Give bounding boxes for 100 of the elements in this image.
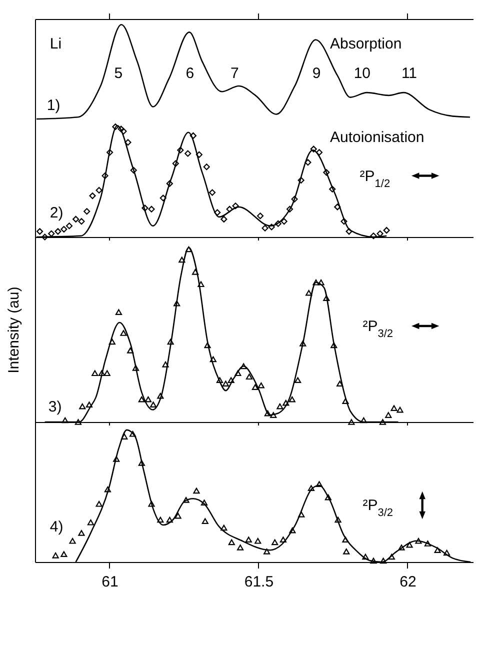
point: [106, 149, 114, 156]
point: [342, 536, 349, 542]
point: [172, 160, 179, 167]
point: [316, 149, 323, 156]
point: [380, 558, 387, 564]
point: [112, 124, 119, 130]
point: [185, 246, 192, 252]
point: [193, 488, 200, 494]
point: [160, 194, 166, 202]
point: [237, 544, 244, 550]
x-tick-label: 61: [102, 574, 118, 590]
point: [270, 412, 277, 418]
point: [113, 456, 120, 462]
point: [379, 419, 386, 425]
point: [316, 481, 323, 487]
point: [385, 412, 392, 418]
point: [424, 540, 431, 546]
point: [245, 536, 252, 542]
point: [376, 230, 384, 237]
annotation: 7: [230, 64, 239, 82]
point: [84, 208, 90, 215]
point: [415, 538, 422, 544]
point: [79, 403, 86, 410]
y-axis-title: Intensity (au): [6, 286, 22, 374]
point: [127, 348, 134, 354]
point: [203, 164, 210, 170]
annotation: Absorption: [330, 36, 402, 53]
point: [336, 380, 344, 387]
point: [220, 216, 228, 222]
point: [157, 392, 164, 399]
point: [282, 400, 290, 406]
point: [124, 139, 132, 146]
point: [210, 356, 216, 362]
point: [52, 552, 59, 558]
point: [184, 150, 192, 157]
point: [228, 539, 235, 546]
point: [312, 279, 320, 286]
point: [329, 186, 336, 192]
point: [254, 538, 262, 544]
x-tick-label: 61.5: [244, 574, 274, 590]
annotation: Li: [50, 36, 62, 53]
point: [138, 460, 145, 466]
annotation: 2): [50, 204, 64, 222]
point: [118, 126, 124, 132]
point: [198, 281, 204, 288]
point: [66, 222, 73, 230]
point: [252, 384, 258, 390]
point: [162, 361, 169, 368]
point: [298, 512, 305, 518]
annotation: 9: [312, 64, 321, 82]
point: [264, 410, 271, 416]
point: [262, 224, 268, 232]
point: [298, 176, 304, 184]
point: [383, 227, 390, 234]
point: [370, 558, 377, 564]
point: [89, 192, 96, 200]
point: [87, 519, 94, 526]
point: [346, 228, 352, 235]
point: [280, 218, 288, 225]
point: [177, 146, 184, 154]
point: [240, 363, 247, 370]
point: [334, 204, 341, 210]
annotation: 11: [401, 64, 418, 82]
point: [343, 548, 350, 554]
point: [323, 295, 330, 302]
point: [78, 530, 85, 536]
point: [115, 309, 122, 315]
point: [96, 500, 102, 507]
point: [264, 548, 270, 554]
annotation: 10: [354, 64, 371, 82]
point: [166, 180, 173, 187]
point: [129, 430, 136, 437]
point: [138, 396, 145, 402]
point: [398, 544, 405, 550]
point: [443, 550, 450, 556]
point: [120, 330, 127, 336]
annotation: 3): [48, 398, 62, 416]
point: [216, 377, 224, 384]
point: [166, 516, 173, 523]
point: [178, 256, 186, 263]
point: [324, 494, 332, 500]
point: [342, 398, 349, 404]
point: [104, 486, 111, 492]
point: [74, 419, 82, 425]
point: [370, 232, 377, 240]
point: [130, 166, 137, 174]
point: [272, 539, 278, 546]
annotation: 4): [50, 518, 64, 536]
x-tick-label: 62: [400, 574, 416, 590]
point: [60, 226, 68, 232]
point: [192, 268, 199, 275]
point: [182, 497, 190, 503]
point: [330, 342, 338, 348]
point: [150, 402, 157, 408]
point: [96, 186, 102, 194]
point: [360, 417, 367, 424]
point: [48, 230, 55, 237]
point: [144, 396, 152, 402]
point: [220, 524, 228, 531]
point: [228, 377, 234, 384]
